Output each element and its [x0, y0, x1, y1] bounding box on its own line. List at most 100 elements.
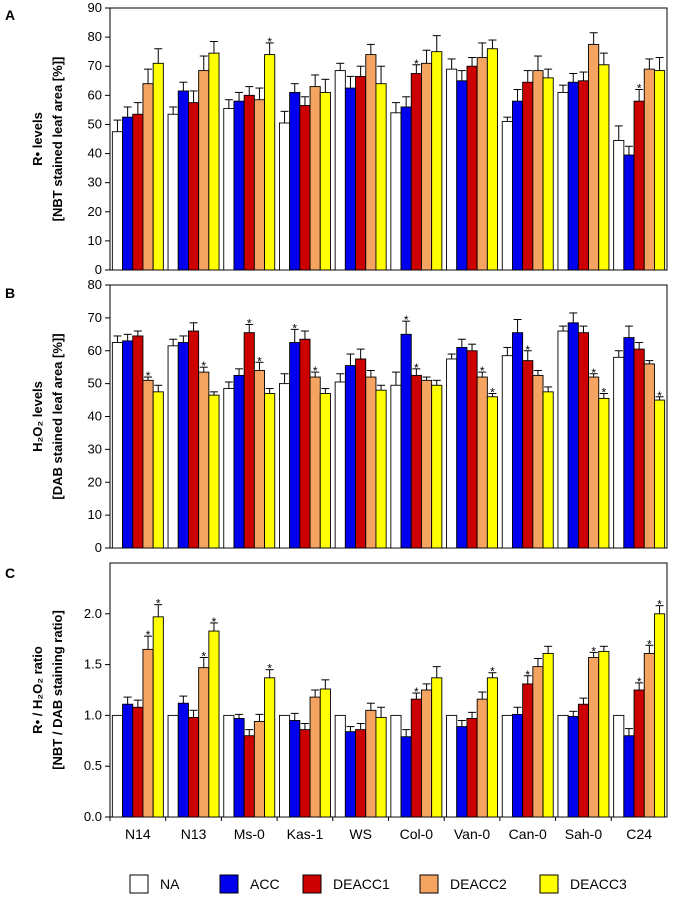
bar — [588, 657, 600, 818]
bar — [522, 683, 534, 818]
bar — [446, 714, 458, 818]
significance-star: * — [657, 389, 662, 403]
significance-star: * — [201, 649, 206, 663]
bar — [456, 347, 468, 549]
legend-item-deacc3: DEACC3 — [539, 874, 627, 894]
series-deacc1 — [132, 675, 645, 818]
significance-star: * — [525, 343, 530, 357]
bar — [122, 116, 134, 271]
legend-label: NA — [160, 876, 180, 892]
bar — [152, 391, 164, 549]
series-deacc2 — [142, 32, 655, 271]
bar — [390, 384, 402, 549]
bar — [253, 370, 266, 549]
bar — [410, 73, 422, 271]
bar — [198, 667, 210, 818]
y-tick-label: 60 — [88, 343, 102, 358]
panel-a: 0 10 20 30 40 50 60 70 80 90 A R• levels [NBT staine… — [5, 0, 668, 277]
bar — [187, 716, 200, 818]
significance-star: * — [647, 637, 652, 651]
bar — [613, 140, 625, 271]
panel-letter: C — [5, 565, 15, 581]
bar — [289, 342, 301, 549]
bar — [243, 735, 255, 818]
bar — [567, 322, 579, 549]
bar — [512, 100, 524, 271]
significance-star: * — [414, 685, 419, 699]
y-tick-label: 10 — [88, 507, 102, 522]
bar — [486, 396, 499, 549]
bar — [577, 332, 589, 549]
bar — [375, 716, 387, 818]
series-deacc1 — [132, 322, 645, 549]
significance-star: * — [637, 82, 642, 96]
bar — [319, 393, 331, 549]
bar — [132, 706, 144, 818]
bar — [223, 107, 235, 271]
bar — [577, 80, 589, 271]
y-tick-label: 2.0 — [84, 606, 102, 621]
y-tick-label: 20 — [88, 204, 102, 219]
y-tick-label: 0 — [95, 540, 102, 555]
x-tick-label: Can-0 — [509, 826, 547, 842]
legend-item-deacc1: DEACC1 — [302, 874, 390, 894]
plot-frame — [109, 7, 668, 271]
series-deacc3 — [152, 604, 666, 818]
bar — [421, 62, 433, 271]
bar — [279, 383, 291, 549]
bar — [167, 345, 179, 549]
bar — [532, 374, 544, 549]
bar — [375, 389, 387, 549]
bar — [431, 384, 443, 549]
significance-star: * — [404, 313, 409, 327]
series-deacc3 — [152, 379, 666, 549]
bar — [446, 358, 458, 549]
significance-star: * — [525, 668, 530, 682]
bar — [654, 70, 666, 271]
y-tick-label: 0 — [95, 262, 102, 277]
bar — [132, 335, 144, 549]
x-tick-label: Col-0 — [400, 826, 434, 842]
bar — [152, 62, 164, 271]
bar — [344, 365, 357, 549]
bar — [319, 688, 331, 818]
bar — [598, 397, 610, 549]
bar — [532, 666, 544, 818]
bar — [309, 376, 321, 549]
bar — [264, 54, 276, 271]
y-tick-label: 60 — [88, 87, 102, 102]
bar — [466, 65, 478, 271]
bar — [198, 371, 210, 549]
series-deacc2 — [142, 635, 655, 818]
y-tick-label: 1.5 — [84, 657, 102, 672]
bar — [643, 652, 655, 818]
significance-star: * — [146, 369, 151, 383]
bar — [557, 330, 569, 549]
bar — [598, 650, 610, 818]
bar — [177, 342, 189, 549]
bar — [456, 80, 468, 271]
bar — [334, 381, 346, 549]
series-deacc1 — [132, 56, 645, 271]
bar — [299, 338, 311, 549]
bar — [187, 330, 200, 549]
series-acc — [122, 312, 635, 549]
bar — [355, 729, 367, 818]
bar — [122, 340, 134, 549]
legend: NA ACC DEACC1 DEACC2 DEACC3 — [129, 874, 627, 894]
x-tick-label: Sah-0 — [565, 826, 603, 842]
bar — [167, 714, 179, 818]
significance-star: * — [602, 385, 607, 399]
legend-swatch — [302, 874, 322, 894]
y-axis-label-line1: R• levels — [30, 112, 45, 166]
legend-swatch — [419, 874, 439, 894]
significance-star: * — [292, 321, 297, 335]
legend-item-acc: ACC — [219, 874, 280, 894]
y-tick-label: 50 — [88, 116, 102, 131]
x-tick-label: Van-0 — [454, 826, 491, 842]
bar — [613, 356, 625, 549]
bar — [223, 388, 235, 549]
bar — [233, 717, 245, 818]
y-tick-label: 0.5 — [84, 758, 102, 773]
bar — [588, 43, 600, 271]
